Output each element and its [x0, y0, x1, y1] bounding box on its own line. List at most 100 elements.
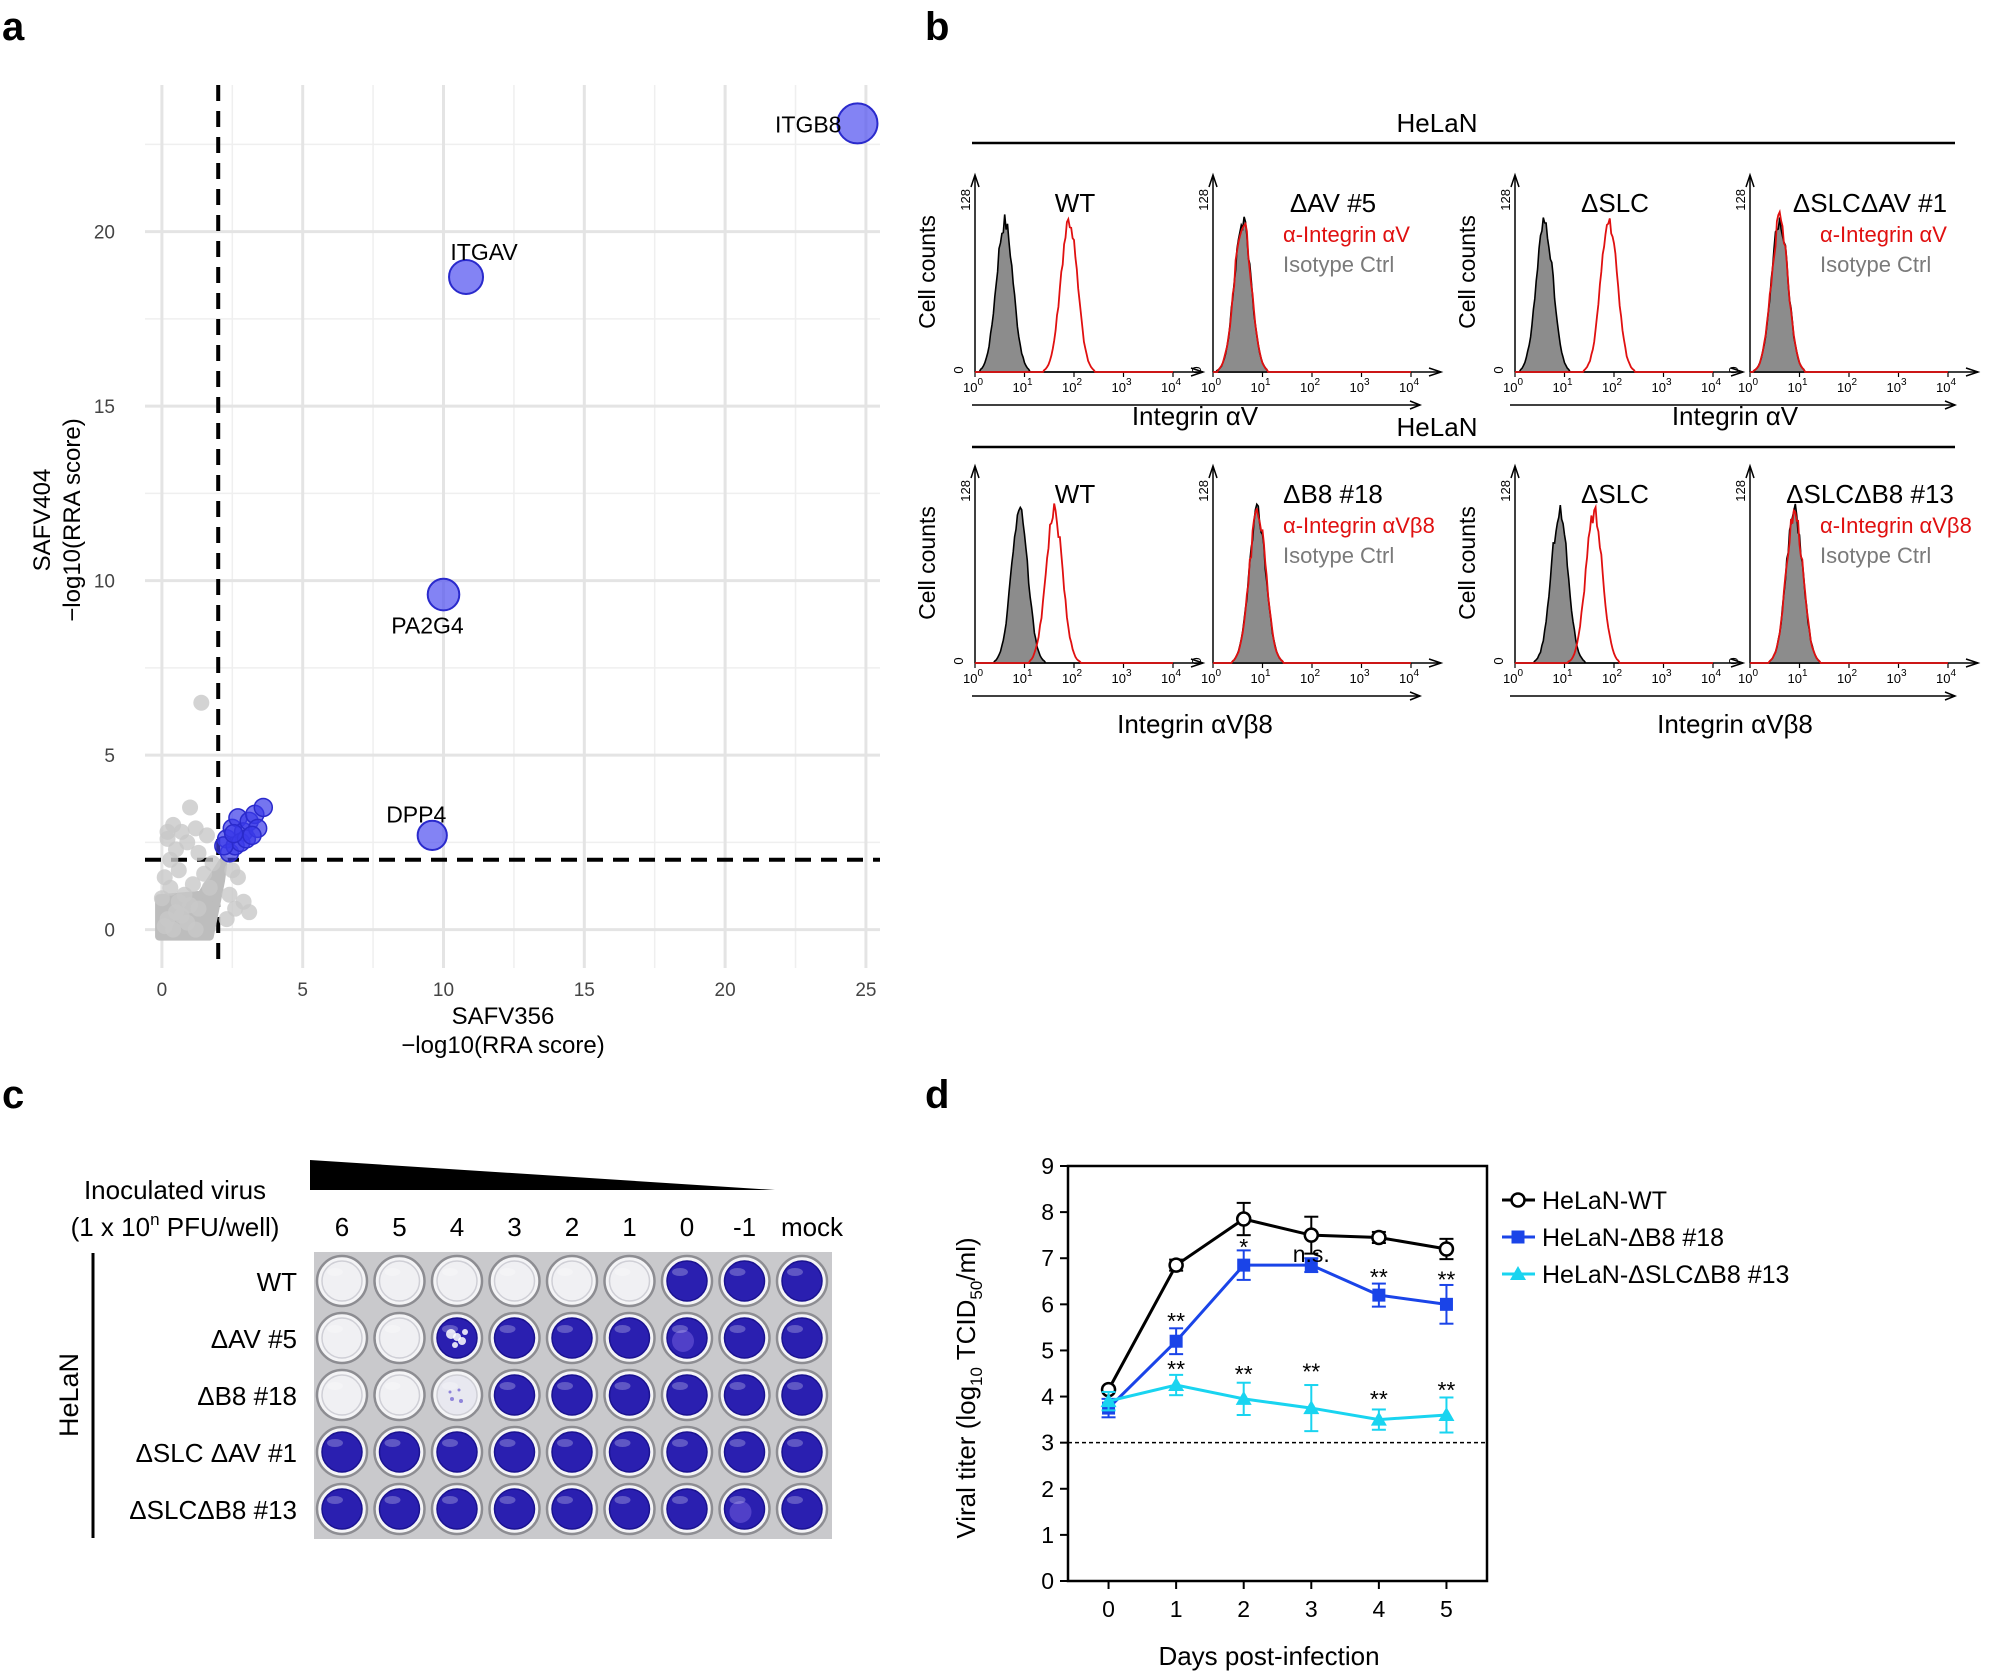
well-content — [666, 1488, 708, 1530]
tick-base: 10 — [1111, 671, 1125, 686]
plate-well — [775, 1254, 829, 1308]
x-tick-label: 15 — [574, 980, 595, 1001]
histogram-title: ΔSLCΔB8 #13 — [1786, 479, 1954, 509]
plate-well — [315, 1254, 369, 1308]
data-point — [1168, 1377, 1185, 1392]
column-label: 2 — [565, 1212, 579, 1242]
histogram-title: ΔSLC — [1581, 188, 1649, 218]
legend-marker — [1511, 1230, 1525, 1244]
tick-base: 10 — [1738, 380, 1752, 395]
tick-base: 10 — [1936, 380, 1950, 395]
histogram-x-tick-label: 103 — [1886, 668, 1906, 686]
well-content — [493, 1488, 536, 1530]
well-content — [666, 1374, 708, 1416]
tick-exponent: 2 — [1851, 377, 1857, 388]
panel-c-dilution-wedge — [310, 1160, 775, 1190]
histogram-x-tick-label: 104 — [1399, 668, 1419, 686]
plate-well — [660, 1368, 714, 1422]
well-content — [666, 1260, 708, 1302]
tick-base: 10 — [1738, 671, 1752, 686]
legend-stain: α-Integrin αVβ8 — [1283, 513, 1435, 538]
hit-point-labeled — [416, 819, 448, 851]
plate-well — [430, 1254, 484, 1308]
x-tick-label: 25 — [855, 980, 876, 1001]
tick-base: 10 — [1111, 380, 1125, 395]
plate-well — [315, 1425, 369, 1479]
histogram-y-arrow — [1208, 172, 1218, 188]
well-highlight — [327, 1325, 343, 1333]
tick-exponent: 0 — [1517, 377, 1523, 388]
well-content — [723, 1260, 766, 1302]
well-content — [436, 1488, 478, 1530]
histogram-x-tick-label: 103 — [1111, 668, 1131, 686]
well-content — [723, 1317, 766, 1359]
histogram-x-tick-label: 100 — [963, 668, 983, 686]
tick-exponent: 1 — [1802, 668, 1808, 679]
tick-exponent: 3 — [1901, 377, 1907, 388]
tick-exponent: 0 — [1517, 668, 1523, 679]
histogram-x-tick-label: 102 — [1062, 377, 1082, 395]
tick-base: 10 — [1787, 671, 1801, 686]
well-highlight — [557, 1268, 573, 1276]
tick-base: 10 — [1062, 671, 1076, 686]
column-label: 0 — [680, 1212, 694, 1242]
significance-annotation: n.s. — [1293, 1241, 1330, 1267]
panel-a-grid — [145, 85, 880, 968]
well-highlight — [442, 1496, 458, 1504]
histogram-y-arrow — [1510, 463, 1520, 479]
well-highlight — [672, 1382, 688, 1390]
plate-well — [718, 1425, 771, 1479]
plate-well — [775, 1482, 829, 1536]
tick-exponent: 1 — [1567, 377, 1573, 388]
well-highlight — [327, 1439, 343, 1447]
histogram-x-tick-label: 101 — [1250, 668, 1270, 686]
data-point — [1304, 1258, 1318, 1272]
tick-base: 10 — [1837, 380, 1851, 395]
y-tick-label: 20 — [94, 223, 115, 244]
stain-speck — [457, 1388, 461, 1392]
x-tick-label: 2 — [1237, 1596, 1250, 1622]
panel-d-ylabel-sub2: 50 — [967, 1281, 986, 1300]
x-tick-label: 4 — [1372, 1596, 1385, 1622]
plate-well — [373, 1425, 426, 1479]
histogram-xlabel-right: Integrin αVβ8 — [1657, 709, 1813, 739]
well-highlight — [729, 1268, 746, 1276]
mottled-patch — [729, 1501, 752, 1523]
well-highlight — [327, 1496, 343, 1504]
background-point — [165, 921, 182, 938]
tick-exponent: 3 — [1364, 668, 1370, 679]
background-point — [184, 876, 201, 893]
data-point — [1439, 1297, 1453, 1311]
legend-isotype: Isotype Ctrl — [1820, 252, 1931, 277]
significance-annotation: ** — [1370, 1264, 1388, 1290]
tick-exponent: 2 — [1851, 668, 1857, 679]
plate-well — [775, 1425, 829, 1479]
x-tick-label: 5 — [1440, 1596, 1453, 1622]
tick-exponent: 3 — [1126, 668, 1132, 679]
panel-c-group-label: HeLaN — [54, 1353, 84, 1437]
well-highlight — [729, 1382, 746, 1390]
background-point — [221, 886, 238, 903]
panel-c-row-labels: WT ΔAV #5 ΔB8 #18 ΔSLC ΔAV #1 ΔSLCΔB8 #13 — [129, 1267, 297, 1525]
tick-base: 10 — [1012, 380, 1026, 395]
xlabel-arrow-left — [1409, 691, 1423, 701]
tick-exponent: 1 — [1567, 668, 1573, 679]
well-content — [723, 1374, 766, 1416]
x-tick-label: 10 — [433, 980, 454, 1001]
legend-stain: α-Integrin αV — [1283, 222, 1410, 247]
panel-label-d: d — [925, 1073, 949, 1117]
well-highlight — [557, 1325, 573, 1333]
background-point — [190, 844, 207, 861]
plate-well — [775, 1311, 829, 1365]
well-content — [378, 1374, 421, 1416]
tick-exponent: 0 — [977, 668, 983, 679]
histogram-x-tick-label: 104 — [1936, 668, 1956, 686]
plate-well — [373, 1482, 426, 1536]
tick-base: 10 — [1503, 380, 1517, 395]
well-highlight — [327, 1268, 343, 1276]
y-tick-label: 6 — [1041, 1291, 1054, 1317]
